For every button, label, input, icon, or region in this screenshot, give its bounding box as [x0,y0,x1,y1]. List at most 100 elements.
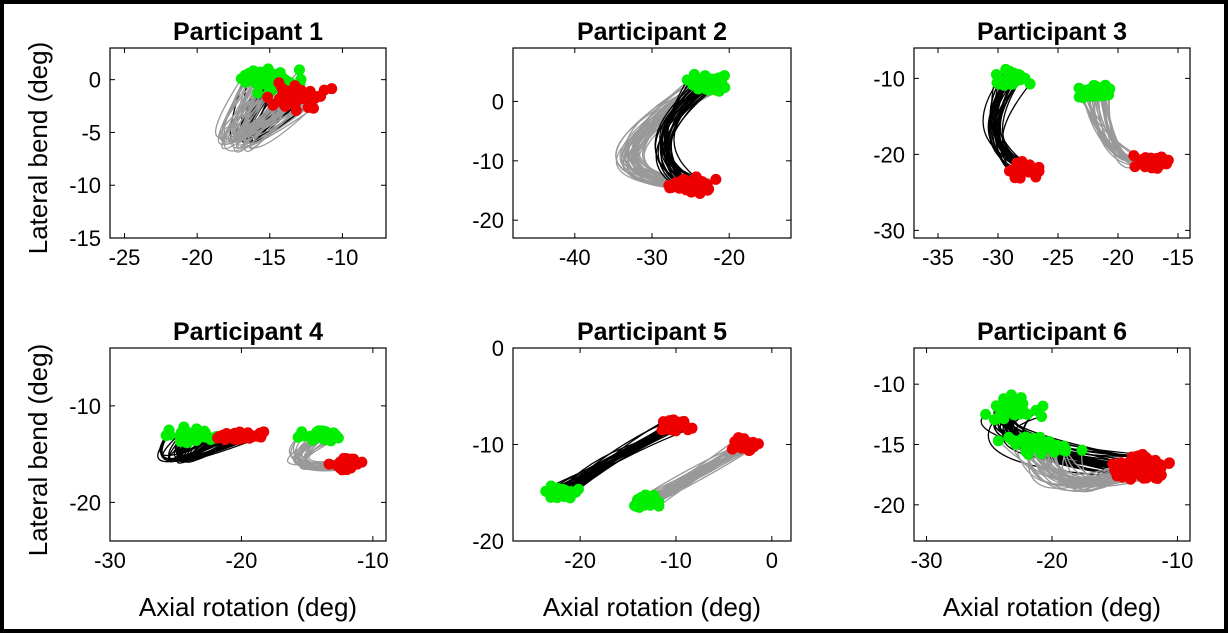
end-marker [1013,164,1025,176]
panel-4: Participant 4 -30 -20 -10 -10 -20 [69,318,389,573]
end-marker [1152,468,1164,480]
panel-title: Participant 5 [577,318,727,346]
start-marker [992,435,1004,447]
y-tick-label: -20 [472,529,504,554]
x-axis-label: Axial rotation (deg) [139,592,357,622]
end-marker [688,181,700,193]
x-tick-label: -20 [1102,245,1134,270]
end-marker [267,99,279,111]
start-marker [554,489,566,501]
y-tick-label: -10 [472,149,504,174]
y-tick-label: -20 [472,208,504,233]
y-tick-label: -5 [81,120,101,145]
start-marker [1010,435,1022,447]
start-marker [174,429,186,441]
y-tick-label: -10 [873,372,905,397]
markers [540,414,764,513]
start-marker [1002,405,1014,417]
y-tick-label: -10 [472,433,504,458]
end-marker [1134,461,1146,473]
start-marker [1014,408,1026,420]
end-marker [273,77,285,89]
end-marker [308,102,320,114]
trajectory-line [1026,445,1122,479]
x-tick-label: -35 [922,245,954,270]
start-marker [699,70,711,82]
start-marker [645,492,657,504]
x-tick-label: -20 [713,245,745,270]
trajectory-line [246,87,316,145]
start-marker [186,429,198,441]
y-tick-label: -30 [873,218,905,243]
trajectory-line [624,81,693,185]
start-marker [546,482,558,494]
panel-title: Participant 3 [977,18,1127,46]
start-marker [293,64,305,76]
axes-box [913,47,1191,239]
trajectory-line [992,79,1020,171]
start-marker [990,400,1002,412]
trajectory-line [235,87,300,143]
y-tick-label: -10 [873,66,905,91]
axes-box [512,47,792,239]
start-marker [255,66,267,78]
end-marker [674,418,686,430]
start-marker [1030,404,1042,416]
end-marker [1163,457,1175,469]
start-marker [1003,65,1015,77]
markers [160,421,368,476]
x-tick-label: -30 [911,548,943,573]
end-marker [237,429,249,441]
end-marker [656,424,668,436]
start-marker [1032,436,1044,448]
start-marker [247,70,259,82]
start-marker [1043,435,1055,447]
start-marker [1012,398,1024,410]
y-tick-label: 0 [492,336,504,361]
y-tick-label: 0 [492,89,504,114]
end-marker [262,91,274,103]
x-tick-label: -15 [254,245,286,270]
y-axis-label: Lateral bend (deg) [23,42,53,254]
end-marker [710,173,722,185]
start-marker [1003,74,1015,86]
trajectory-line [219,76,284,142]
start-marker [1021,439,1033,451]
x-tick-label: -20 [181,245,213,270]
x-tick-label: 0 [766,548,778,573]
x-tick-label: -10 [357,548,389,573]
end-marker [743,445,755,457]
start-marker [1060,443,1072,455]
end-marker [229,427,241,439]
trajectory-line [633,78,703,187]
x-tick-label: -30 [636,245,668,270]
start-marker [316,425,328,437]
end-marker [212,432,224,444]
end-marker [336,464,348,476]
end-marker [356,456,368,468]
y-tick-label: 0 [89,68,101,93]
start-marker [991,413,1003,425]
end-marker [318,84,330,96]
trajectory-line [563,420,670,491]
end-marker [255,431,267,443]
trajectory-line [223,71,314,152]
panel-5: Participant 5 -20 -10 0 0 -10 -20 [472,318,792,573]
x-tick-label: -10 [660,548,692,573]
end-marker [1128,150,1140,162]
y-tick-label: -20 [69,490,101,515]
end-marker [1129,161,1141,173]
end-marker [1014,172,1026,184]
x-axis-label: Axial rotation (deg) [543,592,761,622]
x-tick-label: -40 [559,245,591,270]
end-marker [1143,153,1155,165]
end-marker [1155,151,1167,163]
start-marker [1096,85,1108,97]
start-marker [1076,444,1088,456]
x-tick-label: -30 [94,548,126,573]
start-marker [1079,88,1091,100]
trajectory-line [667,86,712,185]
end-marker [278,98,290,110]
start-marker [238,73,250,85]
